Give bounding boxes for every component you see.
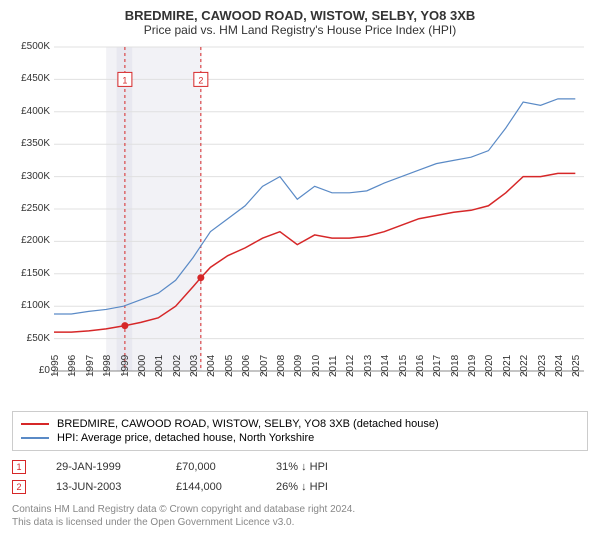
y-tick-label: £200K [21, 235, 50, 246]
x-tick-label: 2024 [554, 355, 565, 377]
y-tick-label: £500K [21, 41, 50, 52]
chart-subtitle: Price paid vs. HM Land Registry's House … [12, 23, 588, 37]
x-tick-label: 2025 [571, 355, 582, 377]
y-tick-label: £250K [21, 203, 50, 214]
x-tick-label: 1995 [50, 355, 61, 377]
x-tick-label: 2007 [259, 355, 270, 377]
legend: BREDMIRE, CAWOOD ROAD, WISTOW, SELBY, YO… [12, 411, 588, 451]
legend-swatch [21, 437, 49, 439]
y-tick-label: £150K [21, 268, 50, 279]
chart-plot-area: 12 £0£50K£100K£150K£200K£250K£300K£350K£… [12, 43, 588, 403]
chart-container: BREDMIRE, CAWOOD ROAD, WISTOW, SELBY, YO… [0, 0, 600, 560]
x-tick-label: 1997 [85, 355, 96, 377]
x-tick-label: 2023 [537, 355, 548, 377]
sale-price: £70,000 [176, 461, 246, 473]
x-tick-label: 2016 [415, 355, 426, 377]
x-tick-label: 2002 [172, 355, 183, 377]
sale-price: £144,000 [176, 481, 246, 493]
sales-row: 1 29-JAN-1999 £70,000 31% ↓ HPI [12, 457, 588, 477]
sale-date: 13-JUN-2003 [56, 481, 146, 493]
x-tick-label: 2022 [519, 355, 530, 377]
chart-title: BREDMIRE, CAWOOD ROAD, WISTOW, SELBY, YO… [12, 8, 588, 23]
axis-tick-labels: £0 £50K £100K £150K £200K £250K £300K £350K £400… [12, 43, 588, 403]
legend-label: BREDMIRE, CAWOOD ROAD, WISTOW, SELBY, YO… [57, 418, 439, 430]
x-tick-label: 2015 [398, 355, 409, 377]
attribution-text: Contains HM Land Registry data © Crown c… [12, 503, 588, 529]
legend-item: HPI: Average price, detached house, Nort… [21, 431, 579, 445]
y-tick-label: £50K [27, 333, 50, 344]
sale-date: 29-JAN-1999 [56, 461, 146, 473]
x-tick-label: 1996 [67, 355, 78, 377]
x-tick-label: 1998 [102, 355, 113, 377]
x-tick-label: 2008 [276, 355, 287, 377]
sales-row: 2 13-JUN-2003 £144,000 26% ↓ HPI [12, 477, 588, 497]
attribution-line-2: This data is licensed under the Open Gov… [12, 516, 588, 529]
x-tick-label: 2005 [224, 355, 235, 377]
x-tick-label: 2012 [345, 355, 356, 377]
x-tick-label: 2021 [502, 355, 513, 377]
attribution-line-1: Contains HM Land Registry data © Crown c… [12, 503, 588, 516]
sale-marker-icon: 1 [12, 460, 26, 474]
x-tick-label: 1999 [120, 355, 131, 377]
x-tick-label: 2003 [189, 355, 200, 377]
x-tick-label: 2017 [432, 355, 443, 377]
y-tick-label: £350K [21, 138, 50, 149]
x-tick-label: 2009 [293, 355, 304, 377]
y-tick-label: £400K [21, 106, 50, 117]
x-tick-label: 2018 [450, 355, 461, 377]
legend-swatch [21, 423, 49, 425]
x-tick-label: 2000 [137, 355, 148, 377]
x-tick-label: 2020 [484, 355, 495, 377]
x-tick-label: 2014 [380, 355, 391, 377]
y-tick-label: £0 [39, 365, 50, 376]
x-tick-label: 2011 [328, 355, 339, 377]
legend-item: BREDMIRE, CAWOOD ROAD, WISTOW, SELBY, YO… [21, 417, 579, 431]
x-tick-label: 2013 [363, 355, 374, 377]
sale-diff: 26% ↓ HPI [276, 481, 328, 493]
y-tick-label: £450K [21, 73, 50, 84]
x-tick-label: 2004 [206, 355, 217, 377]
y-tick-label: £300K [21, 171, 50, 182]
legend-label: HPI: Average price, detached house, Nort… [57, 432, 314, 444]
y-tick-label: £100K [21, 300, 50, 311]
x-tick-label: 2006 [241, 355, 252, 377]
x-tick-label: 2010 [311, 355, 322, 377]
x-tick-label: 2001 [154, 355, 165, 377]
sale-diff: 31% ↓ HPI [276, 461, 328, 473]
x-tick-label: 2019 [467, 355, 478, 377]
sales-table: 1 29-JAN-1999 £70,000 31% ↓ HPI 2 13-JUN-2003… [12, 457, 588, 497]
sale-marker-icon: 2 [12, 480, 26, 494]
